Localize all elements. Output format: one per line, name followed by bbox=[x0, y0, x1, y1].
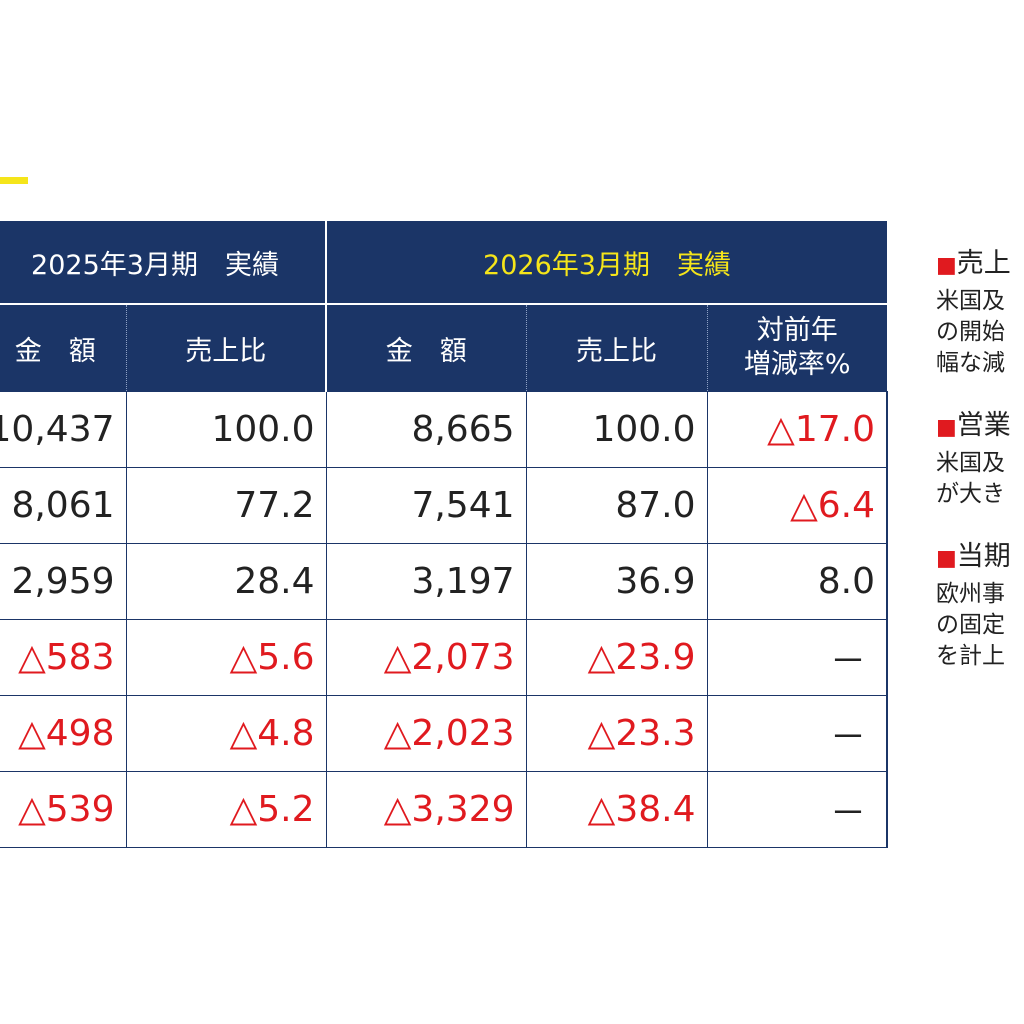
cell-amount-2026: △2,023 bbox=[325, 695, 526, 772]
cell-amount-2025: 8,061 bbox=[0, 467, 126, 544]
cell-yoy-change: － bbox=[706, 771, 888, 848]
note-operating: ■営業 米国及 が大き bbox=[936, 406, 1024, 510]
cell-yoy-change: 8.0 bbox=[706, 543, 888, 620]
financial-results-table: 2025年3月期 実績 2026年3月期 実績 金 額 売上比 金 額 売上比 … bbox=[0, 221, 888, 848]
table-row: 8,061 77.2 7,541 87.0 △6.4 bbox=[0, 467, 888, 544]
note-line: の開始 bbox=[936, 319, 1005, 345]
cell-ratio-2026: 100.0 bbox=[525, 391, 707, 468]
cell-ratio-2026: △23.3 bbox=[525, 695, 707, 772]
note-line: 幅な減 bbox=[936, 350, 1005, 376]
table-row: △539 △5.2 △3,329 △38.4 － bbox=[0, 771, 888, 848]
note-line: の固定 bbox=[936, 612, 1005, 638]
note-sales: ■売上 米国及 の開始 幅な減 bbox=[936, 244, 1024, 379]
red-square-icon: ■ bbox=[936, 546, 957, 571]
table-row: 2,959 28.4 3,197 36.9 8.0 bbox=[0, 543, 888, 620]
cell-amount-2025: △539 bbox=[0, 771, 126, 848]
cell-ratio-2026: △23.9 bbox=[525, 619, 707, 696]
header-yoy-line2: 増減率% bbox=[743, 349, 851, 380]
note-line: を計上 bbox=[936, 643, 1005, 669]
note-net-income: ■当期 欧州事 の固定 を計上 bbox=[936, 537, 1024, 672]
cell-yoy-change: － bbox=[706, 695, 888, 772]
note-line: 米国及 bbox=[936, 288, 1005, 314]
cell-amount-2025: △498 bbox=[0, 695, 126, 772]
cell-amount-2025: △583 bbox=[0, 619, 126, 696]
note-line: 米国及 bbox=[936, 450, 1005, 476]
cell-amount-2026: △3,329 bbox=[325, 771, 526, 848]
cell-ratio-2026: 87.0 bbox=[525, 467, 707, 544]
cell-amount-2026: 3,197 bbox=[325, 543, 526, 620]
cell-amount-2025: 2,959 bbox=[0, 543, 126, 620]
cell-ratio-2025: 77.2 bbox=[125, 467, 326, 544]
cell-ratio-2025: 100.0 bbox=[125, 391, 326, 468]
header-period-2025: 2025年3月期 実績 bbox=[0, 221, 327, 304]
cell-amount-2026: 7,541 bbox=[325, 467, 526, 544]
cell-amount-2026: 8,665 bbox=[325, 391, 526, 468]
header-amount-2026: 金 額 bbox=[325, 303, 526, 392]
side-notes: ■売上 米国及 の開始 幅な減 ■営業 米国及 が大き ■当期 欧州事 の固定 … bbox=[936, 244, 1024, 699]
cell-ratio-2026: 36.9 bbox=[525, 543, 707, 620]
cell-amount-2026: △2,073 bbox=[325, 619, 526, 696]
header-ratio-2025: 売上比 bbox=[125, 303, 326, 392]
cell-yoy-change: △17.0 bbox=[706, 391, 888, 468]
note-heading-text: 営業 bbox=[956, 410, 1011, 441]
cell-ratio-2025: 28.4 bbox=[125, 543, 326, 620]
header-yoy-change: 対前年 増減率% bbox=[706, 303, 887, 392]
red-square-icon: ■ bbox=[936, 253, 957, 278]
cell-ratio-2025: △4.8 bbox=[125, 695, 326, 772]
header-ratio-2026: 売上比 bbox=[525, 303, 707, 392]
red-square-icon: ■ bbox=[936, 415, 957, 440]
note-heading-text: 売上 bbox=[956, 248, 1011, 279]
cell-yoy-change: △6.4 bbox=[706, 467, 888, 544]
note-line: 欧州事 bbox=[936, 581, 1005, 607]
table-row: △583 △5.6 △2,073 △23.9 － bbox=[0, 619, 888, 696]
accent-bar bbox=[0, 177, 28, 184]
note-heading: ■売上 bbox=[936, 244, 1024, 286]
cell-ratio-2026: △38.4 bbox=[525, 771, 707, 848]
header-yoy-line1: 対前年 bbox=[756, 315, 838, 346]
note-heading: ■当期 bbox=[936, 537, 1024, 579]
table-row: △498 △4.8 △2,023 △23.3 － bbox=[0, 695, 888, 772]
note-heading: ■営業 bbox=[936, 406, 1024, 448]
table-row: 10,437 100.0 8,665 100.0 △17.0 bbox=[0, 391, 888, 468]
note-heading-text: 当期 bbox=[956, 541, 1011, 572]
header-period-2026: 2026年3月期 実績 bbox=[326, 221, 887, 304]
note-line: が大き bbox=[936, 481, 1005, 507]
cell-ratio-2025: △5.2 bbox=[125, 771, 326, 848]
header-amount-2025: 金 額 bbox=[0, 303, 126, 392]
cell-yoy-change: － bbox=[706, 619, 888, 696]
cell-ratio-2025: △5.6 bbox=[125, 619, 326, 696]
cell-amount-2025: 10,437 bbox=[0, 391, 126, 468]
